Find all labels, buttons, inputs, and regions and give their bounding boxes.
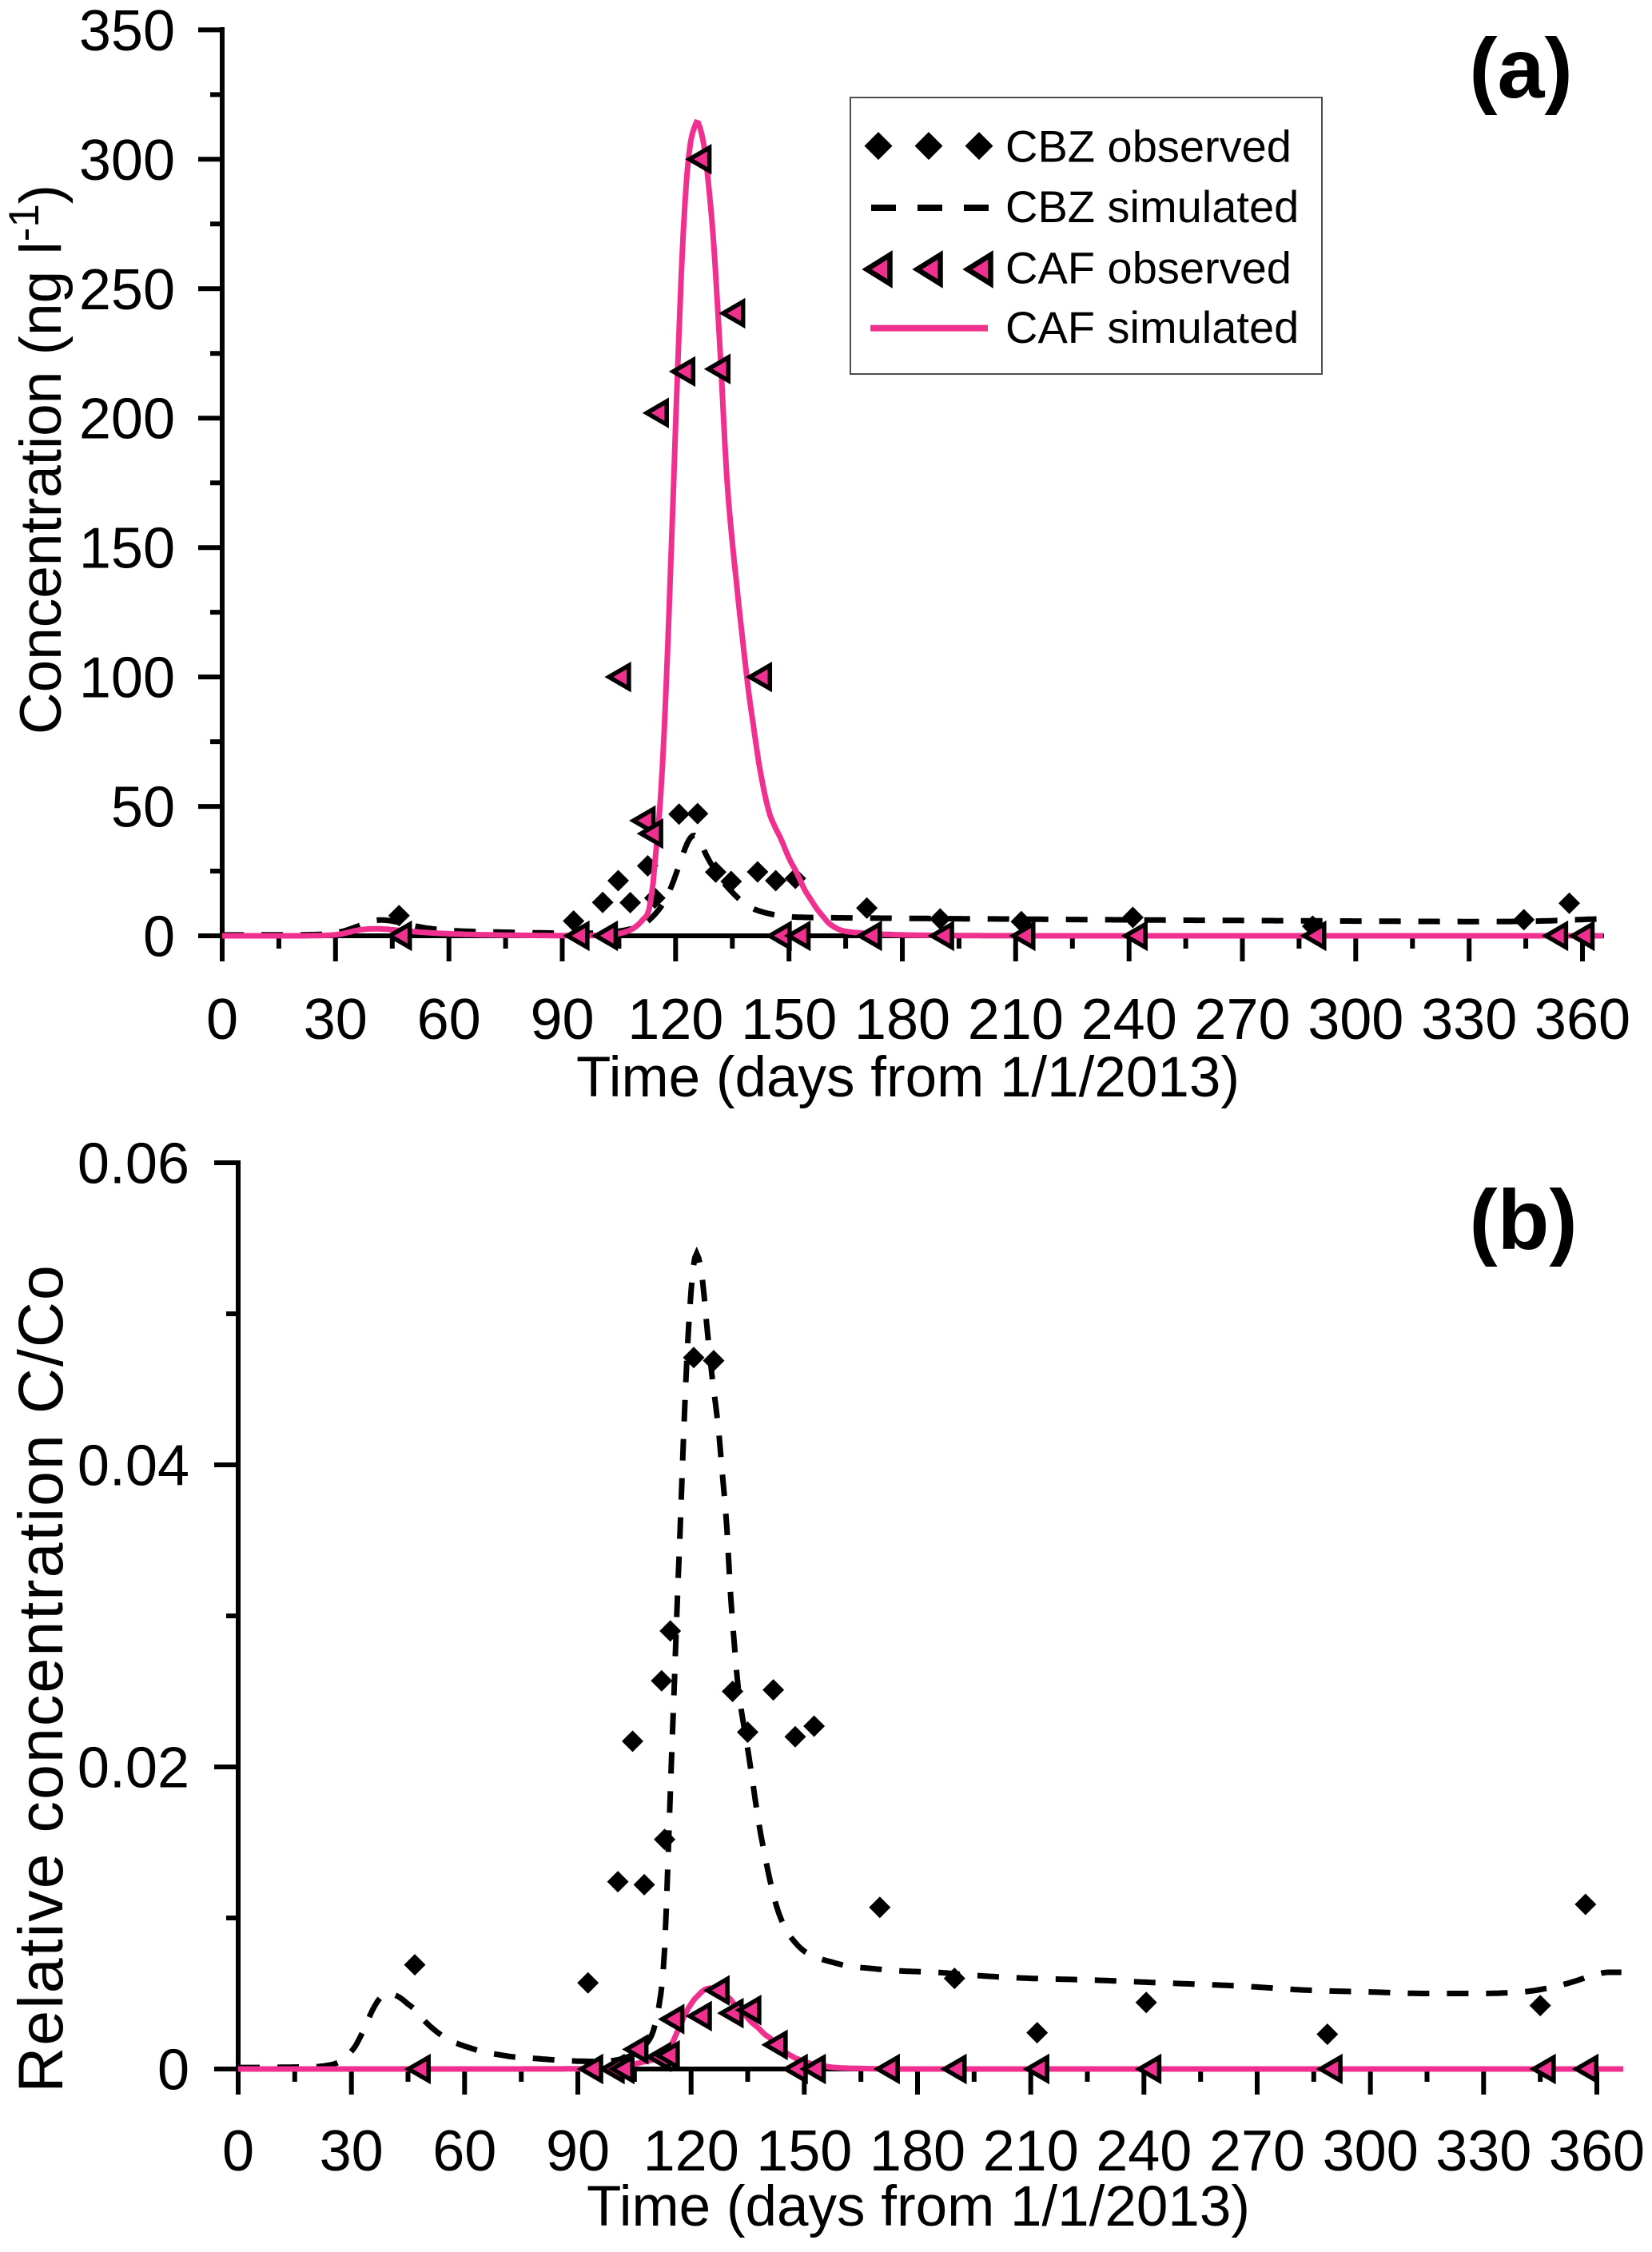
svg-text:120: 120: [643, 2119, 739, 2183]
svg-text:30: 30: [304, 988, 368, 1052]
svg-text:350: 350: [79, 0, 175, 63]
svg-text:Relative concentration C/Co: Relative concentration C/Co: [5, 1263, 76, 2093]
svg-text:0.04: 0.04: [78, 1434, 189, 1498]
svg-text:250: 250: [79, 258, 175, 322]
svg-text:360: 360: [1549, 2119, 1645, 2183]
svg-text:150: 150: [741, 988, 837, 1052]
svg-text:240: 240: [1096, 2119, 1192, 2183]
svg-text:30: 30: [320, 2119, 384, 2183]
svg-text:Time (days from 1/1/2013): Time (days from 1/1/2013): [587, 2175, 1250, 2238]
svg-text:120: 120: [627, 988, 723, 1052]
svg-text:90: 90: [530, 988, 594, 1052]
svg-text:180: 180: [854, 988, 950, 1052]
svg-text:300: 300: [79, 129, 175, 193]
svg-text:300: 300: [1323, 2119, 1419, 2183]
svg-text:150: 150: [756, 2119, 852, 2183]
svg-text:0.06: 0.06: [78, 1132, 189, 1196]
svg-text:150: 150: [79, 517, 175, 581]
svg-text:Concentration (ng l-1): Concentration (ng l-1): [1, 185, 74, 734]
svg-text:0.02: 0.02: [78, 1737, 189, 1800]
svg-text:60: 60: [417, 988, 481, 1052]
svg-text:60: 60: [432, 2119, 496, 2183]
svg-text:(b): (b): [1469, 1173, 1577, 1267]
svg-text:CBZ simulated: CBZ simulated: [1005, 181, 1299, 232]
svg-text:0: 0: [222, 2119, 254, 2183]
svg-text:360: 360: [1535, 988, 1630, 1052]
svg-text:210: 210: [968, 988, 1064, 1052]
svg-text:270: 270: [1209, 2119, 1305, 2183]
svg-text:CBZ observed: CBZ observed: [1005, 121, 1292, 172]
svg-text:180: 180: [870, 2119, 965, 2183]
svg-text:330: 330: [1435, 2119, 1531, 2183]
svg-text:0: 0: [206, 988, 238, 1052]
svg-text:210: 210: [983, 2119, 1079, 2183]
svg-text:0: 0: [157, 2039, 189, 2103]
svg-text:330: 330: [1421, 988, 1517, 1052]
svg-text:270: 270: [1194, 988, 1290, 1052]
svg-text:CAF observed: CAF observed: [1005, 242, 1292, 292]
svg-text:240: 240: [1081, 988, 1177, 1052]
svg-text:90: 90: [546, 2119, 610, 2183]
svg-text:Time (days from 1/1/2013): Time (days from 1/1/2013): [576, 1046, 1240, 1109]
svg-text:(a): (a): [1469, 22, 1573, 116]
svg-text:CAF simulated: CAF simulated: [1005, 302, 1299, 352]
svg-text:300: 300: [1308, 988, 1403, 1052]
svg-text:50: 50: [111, 776, 175, 840]
svg-text:0: 0: [143, 905, 175, 969]
svg-text:200: 200: [79, 388, 175, 452]
svg-text:100: 100: [79, 647, 175, 710]
